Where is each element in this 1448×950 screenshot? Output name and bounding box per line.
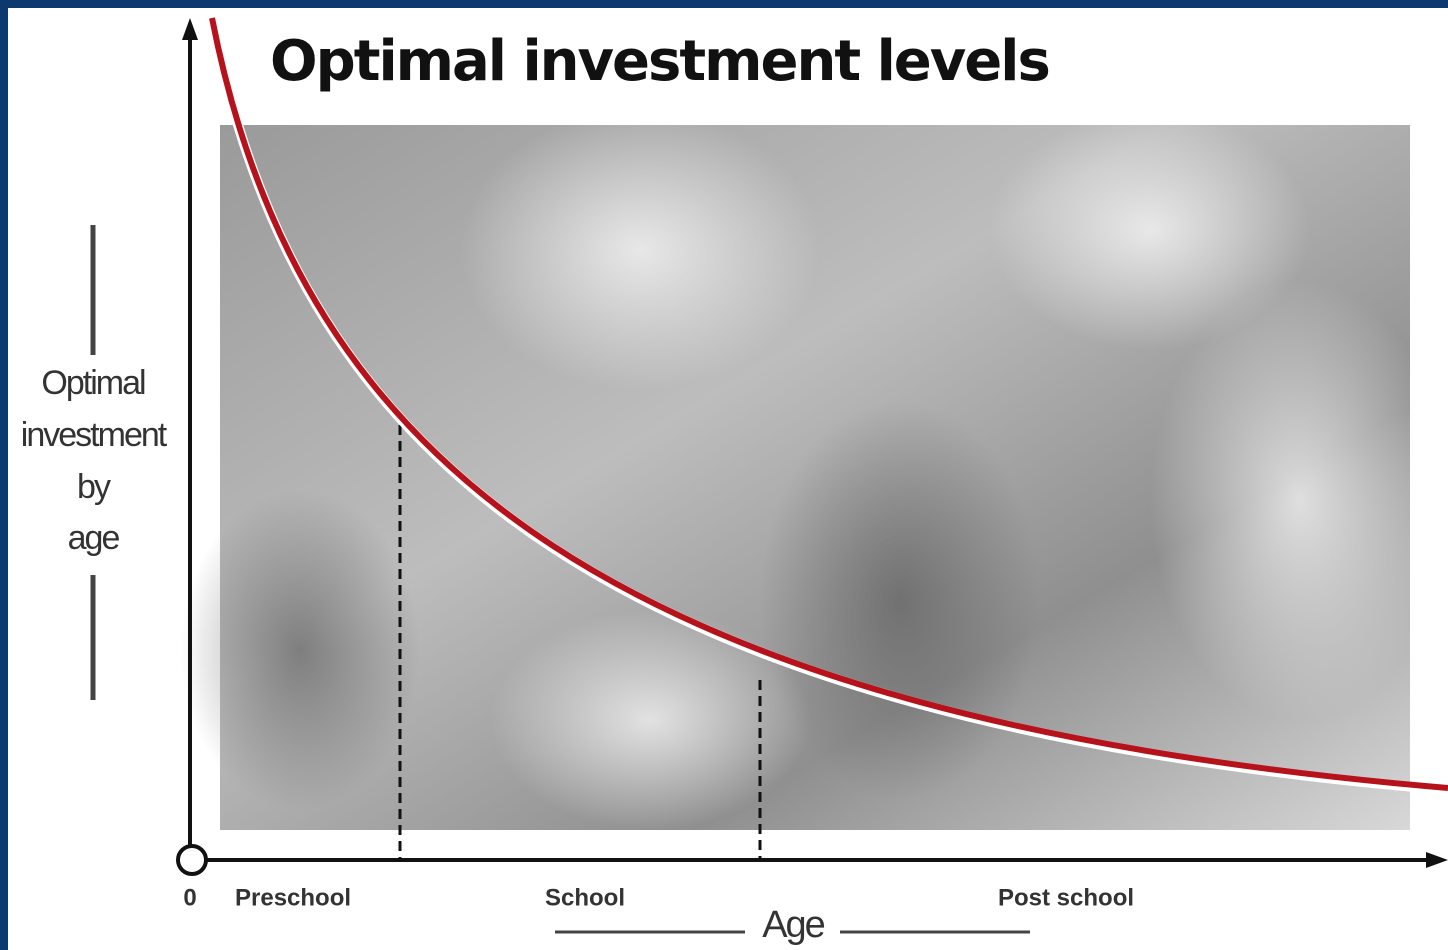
y-axis-label: age [68, 519, 120, 557]
y-axis-label: by [77, 468, 111, 506]
stage-label: Preschool [235, 884, 351, 911]
x-axis-label: Age [762, 904, 824, 946]
stage-label: Post school [998, 884, 1134, 911]
origin-label: 0 [183, 884, 196, 911]
diagram: Optimal investment levels Optimal invest… [0, 0, 1448, 950]
photo [180, 110, 1448, 830]
y-axis-label: investment [21, 416, 168, 454]
y-axis-label: Optimal [41, 364, 145, 402]
stage-label: School [545, 884, 625, 911]
origin [178, 846, 206, 874]
title: Optimal investment levels [270, 29, 1049, 94]
